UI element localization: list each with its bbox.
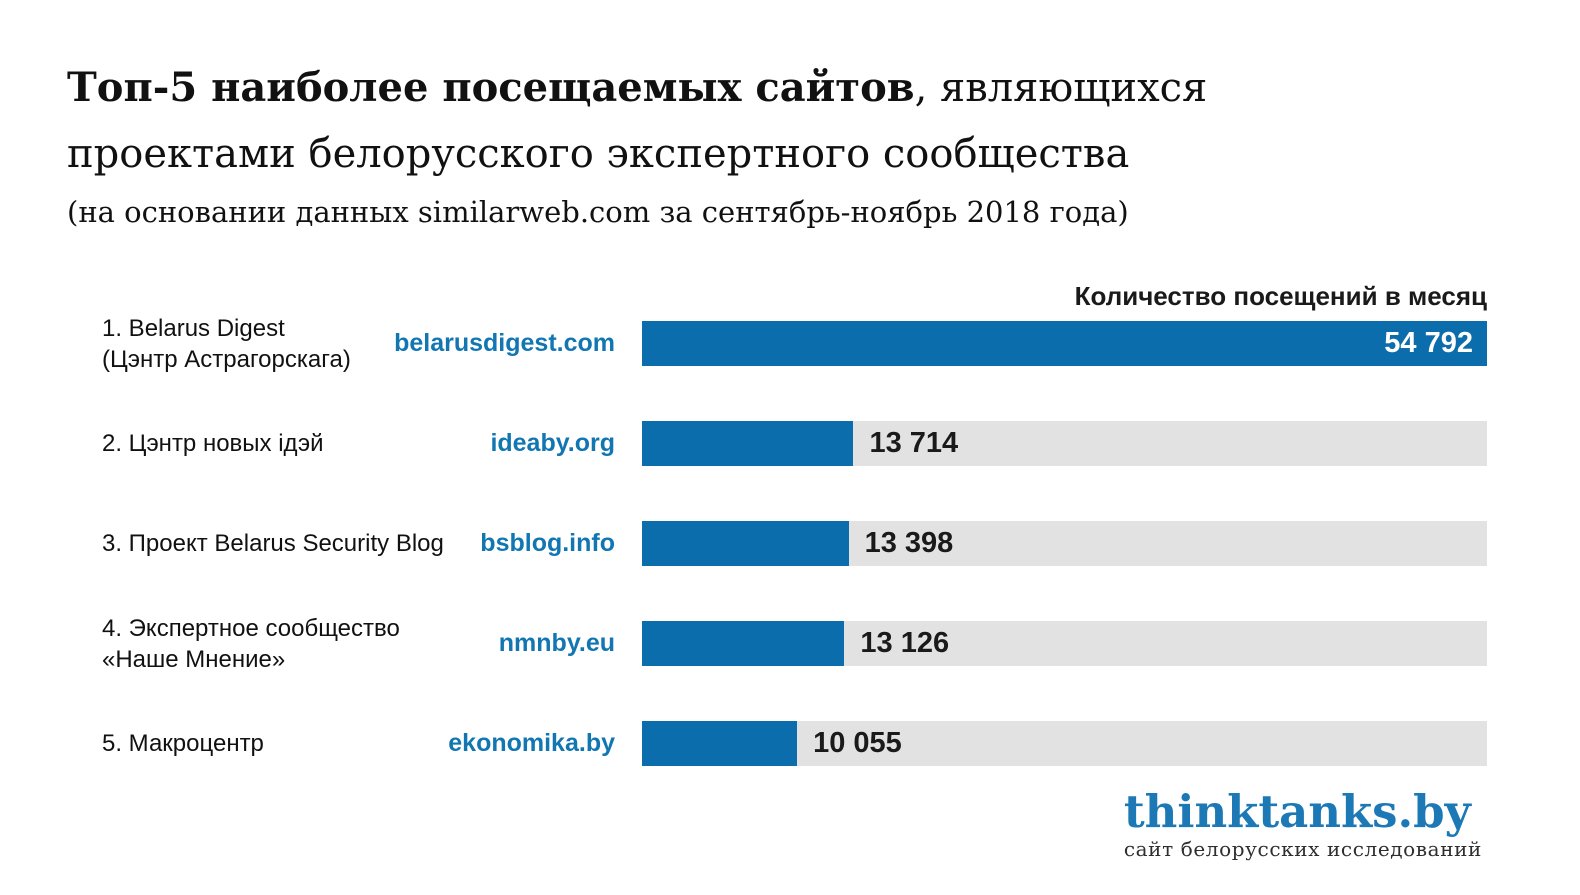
site-domain-1: belarusdigest.com xyxy=(394,329,615,357)
bar-fill-4 xyxy=(642,621,845,666)
bar-value-2: 13 714 xyxy=(869,427,959,459)
chart-title-line2: проектами белорусского экспертного сообщ… xyxy=(67,131,1130,177)
chart-row-3: 3. Проект Belarus Security Blog bsblog.i… xyxy=(102,521,1487,566)
value-axis-header: Количество посещений в месяц xyxy=(1074,281,1487,311)
footer-logo-block: thinktanks.by сайт белорусских исследова… xyxy=(1123,785,1482,862)
row-left-2: 2. Цэнтр новых ідэй ideaby.org xyxy=(102,428,642,459)
logo-tagline: сайт белорусских исследований xyxy=(1123,837,1482,861)
row-left-4: 4. Экспертное сообщество «Наше Мнение» n… xyxy=(102,613,642,675)
chart-title-bold: Топ-5 наиболее посещаемых сайтов xyxy=(67,64,915,111)
site-name-label-2: 2. Цэнтр новых ідэй xyxy=(102,428,490,459)
site-name-label-3: 3. Проект Belarus Security Blog xyxy=(102,528,480,559)
chart-row-2: 2. Цэнтр новых ідэй ideaby.org 13 714 xyxy=(102,421,1487,466)
site-domain-3: bsblog.info xyxy=(480,529,615,557)
site-name-line1: 4. Экспертное сообщество xyxy=(102,614,400,642)
thinktanks-logo: thinktanks.by xyxy=(1123,785,1471,838)
chart-title-line1: Топ-5 наиболее посещаемых сайтов, являющ… xyxy=(67,55,1507,121)
site-name-line2: (Цэнтр Астрагорскага) xyxy=(102,345,351,373)
bar-value-4: 13 126 xyxy=(860,627,950,659)
site-name-line2: «Наше Мнение» xyxy=(102,645,286,673)
site-name-line1: 1. Belarus Digest xyxy=(102,314,285,342)
bar-value-5: 10 055 xyxy=(813,727,902,759)
row-left-3: 3. Проект Belarus Security Blog bsblog.i… xyxy=(102,528,642,559)
bar-fill-1: 54 792 xyxy=(642,321,1487,366)
bar-track-1: 54 792 xyxy=(642,321,1487,366)
chart-title-regular: , являющихся xyxy=(914,65,1208,111)
row-left-5: 5. Макроцентр ekonomika.by xyxy=(102,728,642,759)
site-name-label-4: 4. Экспертное сообщество «Наше Мнение» xyxy=(102,613,499,675)
site-name-line1: 2. Цэнтр новых ідэй xyxy=(102,430,324,457)
chart-row-5: 5. Макроцентр ekonomika.by 10 055 xyxy=(102,721,1487,766)
chart-row-1: 1. Belarus Digest (Цэнтр Астрагорскага) … xyxy=(102,315,1487,373)
site-domain-2: ideaby.org xyxy=(490,429,615,457)
bar-track-2: 13 714 xyxy=(642,421,1487,466)
site-domain-4: nmnby.eu xyxy=(498,629,615,657)
site-name-label-1: 1. Belarus Digest (Цэнтр Астрагорскага) xyxy=(102,313,394,375)
bar-fill-5 xyxy=(642,721,798,766)
bar-value-3: 13 398 xyxy=(864,527,954,559)
chart-subtitle: (на основании данных similarweb.com за с… xyxy=(67,195,1129,229)
bar-track-4: 13 126 xyxy=(642,621,1487,666)
site-name-line1: 5. Макроцентр xyxy=(102,730,264,757)
bar-value-1: 54 792 xyxy=(1384,327,1473,359)
bar-fill-2 xyxy=(642,421,854,466)
row-left-1: 1. Belarus Digest (Цэнтр Астрагорскага) … xyxy=(102,313,642,375)
site-name-label-5: 5. Макроцентр xyxy=(102,728,448,759)
chart-row-4: 4. Экспертное сообщество «Наше Мнение» n… xyxy=(102,615,1487,673)
bar-track-5: 10 055 xyxy=(642,721,1487,766)
bar-track-3: 13 398 xyxy=(642,521,1487,566)
site-name-line1: 3. Проект Belarus Security Blog xyxy=(102,530,444,557)
bar-fill-3 xyxy=(642,521,849,566)
site-domain-5: ekonomika.by xyxy=(448,729,615,757)
title-block: Топ-5 наиболее посещаемых сайтов, являющ… xyxy=(67,55,1507,230)
